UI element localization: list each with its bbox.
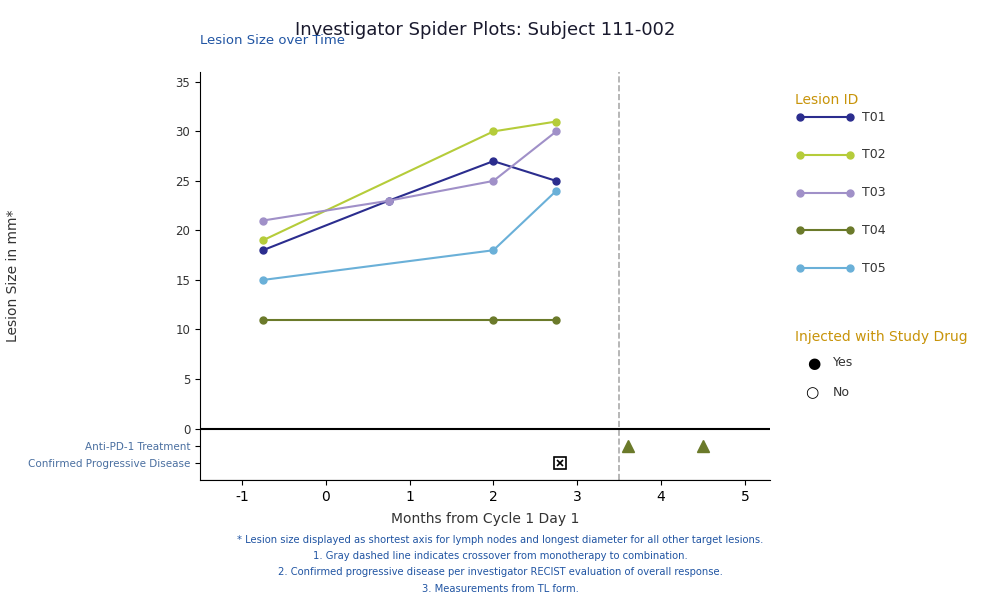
Text: Lesion Size over Time: Lesion Size over Time — [200, 34, 345, 47]
Text: Yes: Yes — [833, 356, 853, 370]
Text: T05: T05 — [862, 262, 886, 275]
Y-axis label: Lesion Size in mm*: Lesion Size in mm* — [6, 210, 20, 342]
Text: T03: T03 — [862, 186, 886, 199]
Text: Lesion ID: Lesion ID — [795, 93, 858, 107]
Text: Injected with Study Drug: Injected with Study Drug — [795, 330, 968, 344]
Text: T01: T01 — [862, 110, 886, 124]
Text: Investigator Spider Plots: Subject 111-002: Investigator Spider Plots: Subject 111-0… — [295, 21, 675, 39]
Text: * Lesion size displayed as shortest axis for lymph nodes and longest diameter fo: * Lesion size displayed as shortest axis… — [237, 535, 763, 545]
Text: T02: T02 — [862, 148, 886, 161]
Text: T04: T04 — [862, 224, 886, 237]
Text: 3. Measurements from TL form.: 3. Measurements from TL form. — [422, 584, 578, 593]
Text: ○: ○ — [805, 386, 818, 401]
Text: ●: ● — [807, 355, 820, 371]
X-axis label: Months from Cycle 1 Day 1: Months from Cycle 1 Day 1 — [391, 512, 579, 526]
Text: 1. Gray dashed line indicates crossover from monotherapy to combination.: 1. Gray dashed line indicates crossover … — [313, 551, 687, 561]
Text: 2. Confirmed progressive disease per investigator RECIST evaluation of overall r: 2. Confirmed progressive disease per inv… — [278, 568, 722, 577]
Text: No: No — [833, 386, 850, 400]
